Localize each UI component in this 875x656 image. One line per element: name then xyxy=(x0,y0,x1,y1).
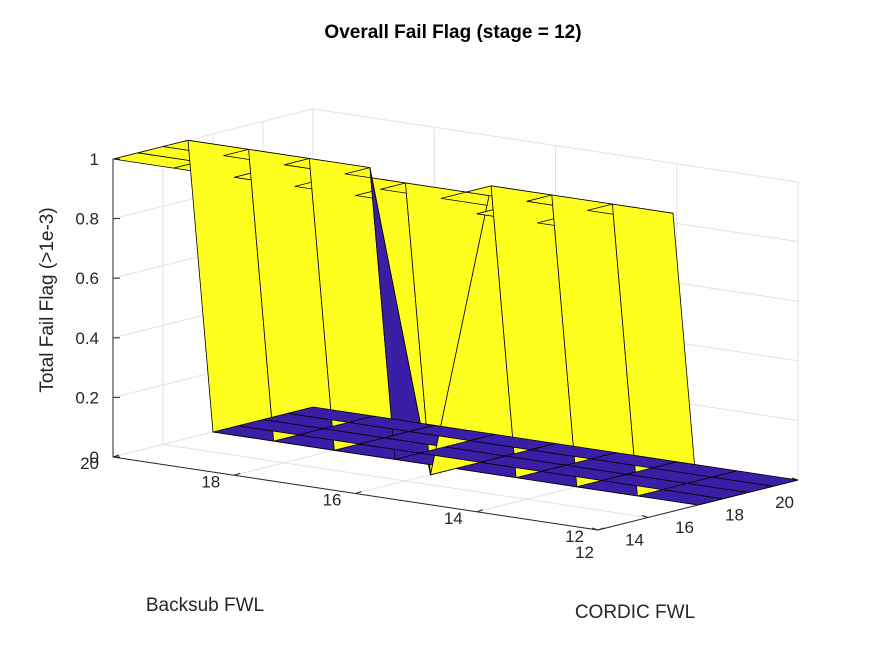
surface-layer xyxy=(112,139,799,506)
y-axis-label: Backsub FWL xyxy=(146,595,264,616)
z-tick-label: 0.4 xyxy=(75,329,99,348)
z-axis-label: Total Fail Flag (>1e-3) xyxy=(37,207,58,392)
y-tick-mark xyxy=(476,509,483,513)
y-tick-label: 14 xyxy=(444,509,463,528)
y-tick-label: 12 xyxy=(565,527,584,546)
y-tick-mark xyxy=(597,527,605,531)
y-tick-mark xyxy=(234,472,241,476)
x-tick-mark xyxy=(791,477,799,481)
y-tick-label: 20 xyxy=(80,454,99,473)
tick-layer: 0 0.2 0.4 0.6 0.8 1 12 14 16 18 20 12 14 16 18 20 xyxy=(75,150,799,562)
y-tick-mark xyxy=(112,454,120,458)
x-tick-label: 18 xyxy=(725,506,744,525)
y-tick-label: 18 xyxy=(201,472,220,491)
x-tick-mark xyxy=(591,527,599,531)
x-axis-label: CORDIC FWL xyxy=(575,602,695,623)
z-tick-label: 0.2 xyxy=(75,388,99,407)
x-tick-mark xyxy=(741,490,749,493)
z-tick-label: 0.8 xyxy=(75,210,99,229)
x-tick-mark xyxy=(691,502,699,506)
z-tick-label: 1 xyxy=(90,150,99,169)
y-tick-mark xyxy=(355,491,362,494)
z-tick-label: 0 xyxy=(90,448,99,467)
x-tick-label: 20 xyxy=(775,493,794,512)
y-tick-label: 16 xyxy=(323,491,342,510)
x-tick-label: 16 xyxy=(675,518,694,537)
sidewall-gridline-z xyxy=(312,108,799,183)
x-tick-label: 12 xyxy=(575,543,594,562)
z-tick-label: 0.6 xyxy=(75,269,99,288)
chart-title: Overall Fail Flag (stage = 12) xyxy=(324,22,581,43)
x-tick-mark xyxy=(641,515,649,518)
surface-patch xyxy=(712,470,799,487)
x-tick-label: 14 xyxy=(625,531,644,550)
